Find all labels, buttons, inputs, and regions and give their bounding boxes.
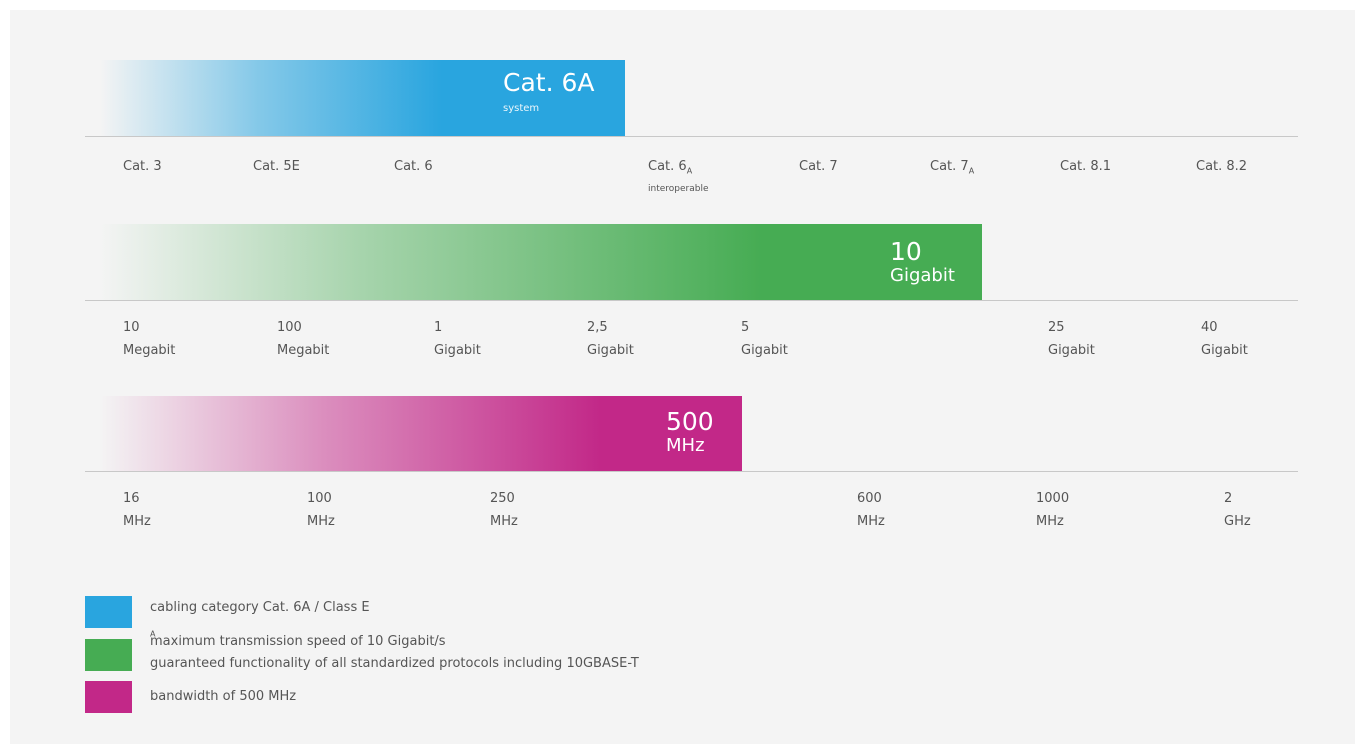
legend-swatch-green [85,639,132,671]
speed-tick: 2,5 Gigabit [587,320,634,358]
bandwidth-bar-label: 500 MHz [666,408,714,455]
bandwidth-bar: 500 MHz [100,396,742,472]
interoperable-note: interoperable [648,183,709,194]
frequency-tick: 600 MHz [857,491,885,529]
speed-tick: 10 Megabit [123,320,176,358]
speed-bar: 10 Gigabit [100,224,982,300]
category-bar-label: Cat. 6A system [503,69,594,114]
speed-tick: 25 Gigabit [1048,320,1095,358]
speed-tick: 5 Gigabit [741,320,788,358]
category-tick: Cat. 7A [930,159,975,176]
bandwidth-axis [85,471,1298,472]
frequency-tick: 2 GHz [1224,491,1251,529]
category-tick: Cat. 7 [799,159,838,174]
category-tick: Cat. 8.1 [1060,159,1112,174]
legend-item-bandwidth: bandwidth of 500 MHz [150,689,297,704]
frequency-tick: 16 MHz [123,491,151,529]
speed-bar-value: 10 [890,237,922,266]
legend-swatch-magenta [85,681,132,713]
speed-tick: 40 Gigabit [1201,320,1248,358]
frequency-tick: 1000 MHz [1036,491,1070,529]
frequency-tick: 250 MHz [490,491,518,529]
category-tick: Cat. 3 [123,159,162,174]
category-tick: Cat. 6A interoperable [648,159,709,194]
speed-tick: 1 Gigabit [434,320,481,358]
speed-axis [85,300,1298,301]
category-axis [85,136,1298,137]
category-tick: Cat. 5E [253,159,300,174]
speed-bar-label: 10 Gigabit [890,238,955,285]
category-bar-subtitle: system [503,102,540,114]
category-tick: Cat. 6 [394,159,433,174]
category-bar-title: Cat. 6A [503,68,595,97]
category-bar: Cat. 6A system [100,60,625,136]
bandwidth-bar-unit: MHz [666,434,705,456]
category-tick: Cat. 8.2 [1196,159,1248,174]
frequency-tick: 100 MHz [307,491,335,529]
bandwidth-bar-value: 500 [666,407,714,436]
legend-item-speed: maximum transmission speed of 10 Gigabit… [150,634,639,671]
speed-bar-unit: Gigabit [890,264,955,286]
speed-tick: 100 Megabit [277,320,330,358]
legend-swatch-blue [85,596,132,628]
